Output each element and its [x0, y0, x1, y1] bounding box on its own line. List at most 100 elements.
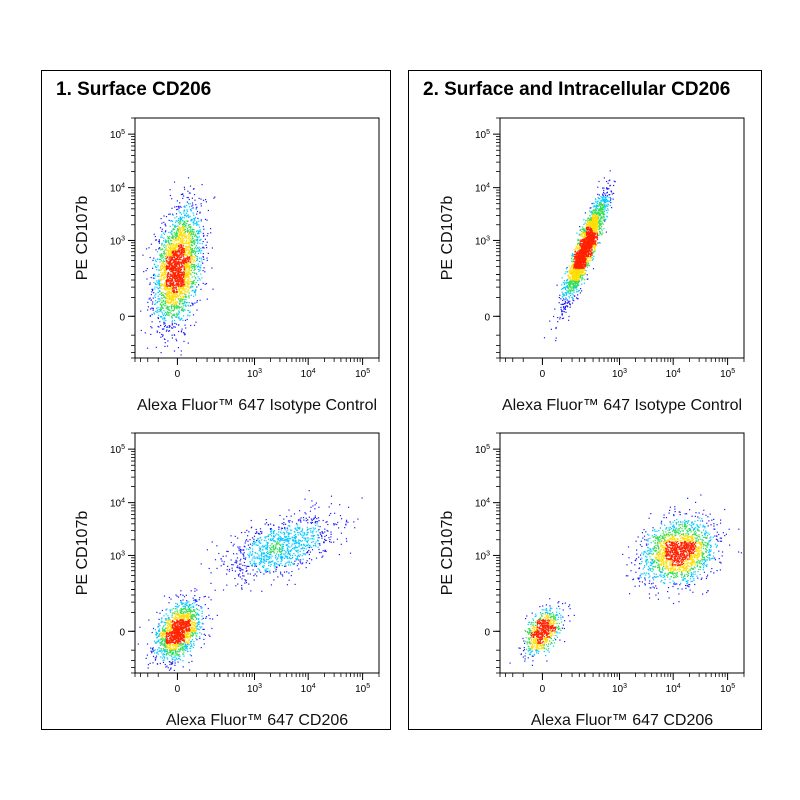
data-point [166, 280, 168, 282]
data-point [167, 308, 169, 310]
data-point [168, 330, 171, 332]
x-tick-label: 103 [247, 368, 262, 380]
data-point [190, 234, 192, 236]
data-point [187, 289, 189, 291]
data-point [149, 308, 152, 310]
data-point [595, 232, 597, 234]
data-point [582, 226, 584, 228]
data-point [175, 245, 177, 247]
data-point [181, 272, 183, 275]
data-point [586, 233, 589, 235]
data-point [182, 193, 184, 195]
data-point [184, 229, 187, 231]
data-point [578, 251, 580, 253]
data-point [198, 232, 200, 234]
data-point [196, 300, 198, 302]
data-point [194, 277, 197, 279]
data-point [167, 300, 169, 302]
data-point [586, 264, 588, 266]
data-point [173, 315, 175, 317]
data-point [576, 289, 578, 291]
data-point [164, 324, 166, 326]
data-point [197, 242, 199, 244]
data-point [196, 273, 198, 275]
data-point [188, 217, 190, 219]
data-point [186, 220, 188, 222]
data-point [160, 316, 162, 318]
data-point [192, 251, 194, 253]
data-point [188, 310, 190, 312]
data-point [188, 288, 190, 290]
data-point [154, 274, 156, 276]
data-point [161, 236, 163, 238]
data-point [584, 255, 586, 257]
data-point [181, 303, 183, 305]
data-point [602, 222, 604, 224]
data-point [178, 310, 180, 312]
data-point [599, 198, 601, 200]
data-point [597, 231, 599, 234]
data-point [184, 302, 186, 304]
data-point [159, 283, 161, 285]
data-point [158, 282, 160, 284]
data-point [186, 267, 188, 269]
data-point [161, 302, 163, 304]
data-point [599, 220, 601, 222]
data-point [163, 318, 165, 320]
data-point [592, 243, 594, 245]
data-point [590, 255, 592, 257]
data-point [582, 274, 584, 276]
data-point [592, 241, 594, 243]
data-point [601, 204, 603, 206]
data-point [164, 264, 166, 266]
data-point [169, 248, 172, 250]
data-point [592, 268, 595, 270]
data-point [168, 267, 170, 270]
data-point [160, 280, 162, 282]
data-point [161, 274, 163, 276]
data-point [592, 235, 595, 237]
data-point [140, 329, 142, 332]
data-point [601, 216, 603, 218]
data-point [153, 233, 155, 235]
data-point [182, 262, 185, 264]
data-point [580, 233, 582, 235]
data-point [582, 262, 584, 264]
data-point [575, 251, 577, 253]
data-point [171, 309, 173, 311]
data-point [597, 226, 599, 228]
data-point [583, 239, 585, 242]
data-point [173, 275, 175, 277]
data-point [196, 221, 198, 223]
data-point [569, 280, 571, 282]
data-point [571, 253, 573, 255]
data-point [169, 288, 171, 291]
data-point [596, 207, 598, 210]
data-point [202, 232, 204, 234]
data-point [594, 230, 596, 232]
data-point [178, 267, 180, 269]
data-point [573, 279, 576, 281]
data-point [578, 254, 580, 256]
data-point [184, 283, 186, 285]
data-point [158, 240, 160, 243]
data-point [167, 245, 170, 247]
data-point [572, 275, 574, 278]
data-point [160, 301, 162, 303]
x-tick-label: 0 [540, 369, 546, 380]
data-point [165, 276, 167, 278]
data-point [591, 232, 593, 234]
data-point [193, 275, 195, 277]
data-point [179, 243, 181, 245]
data-point [588, 263, 590, 265]
data-point [167, 273, 169, 275]
data-point [197, 276, 199, 278]
data-point [185, 212, 188, 214]
data-point [569, 306, 571, 308]
data-point [162, 245, 165, 247]
data-point [594, 247, 596, 249]
data-point [580, 256, 582, 258]
data-point [188, 272, 190, 274]
data-point [606, 191, 608, 193]
data-point [590, 260, 592, 262]
